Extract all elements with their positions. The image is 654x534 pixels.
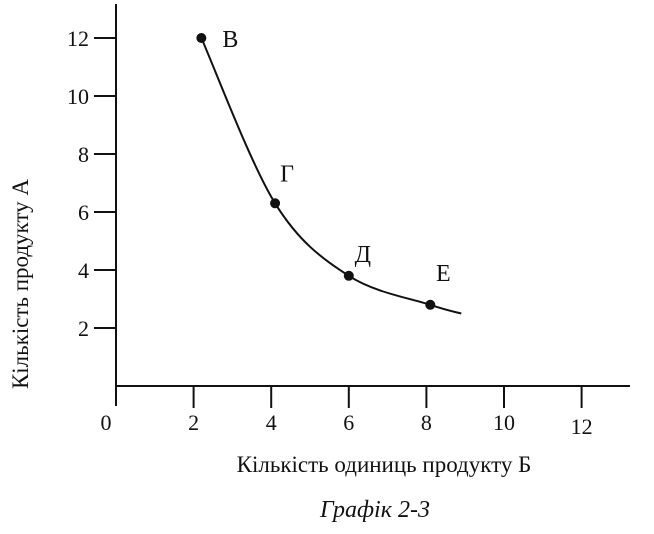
x-tick-label: 10 [493, 410, 515, 435]
point-label: Е [436, 261, 451, 287]
point-label: В [222, 27, 238, 53]
data-point [425, 299, 436, 310]
origin-label: 0 [101, 410, 112, 435]
data-point [196, 33, 207, 43]
y-tick-label: 8 [78, 142, 89, 167]
y-tick-label: 12 [67, 26, 89, 51]
x-tick-label: 8 [421, 410, 432, 435]
x-tick-label: 6 [343, 410, 354, 435]
y-tick-label: 4 [78, 258, 89, 283]
y-tick-label: 2 [78, 316, 89, 341]
x-axis-title: Кількість одиниць продукту Б [237, 452, 532, 477]
data-point [270, 198, 281, 209]
y-axis-title: Кількість продукту А [8, 179, 33, 389]
point-label: Д [355, 242, 371, 268]
y-ticks: 2 4 6 8 10 12 [67, 26, 116, 341]
x-tick-label: 2 [188, 410, 199, 435]
x-tick-label: 12 [571, 414, 593, 439]
data-point [343, 270, 354, 281]
data-points: В Г Д Е [196, 27, 451, 310]
x-ticks: 2 4 6 8 10 12 [188, 386, 593, 439]
y-tick-label: 6 [78, 200, 89, 225]
series-line [200, 37, 462, 315]
point-label: Г [280, 161, 294, 187]
x-tick-label: 4 [266, 410, 277, 435]
y-tick-label: 10 [67, 84, 89, 109]
chart-caption: Графік 2-3 [319, 497, 430, 523]
